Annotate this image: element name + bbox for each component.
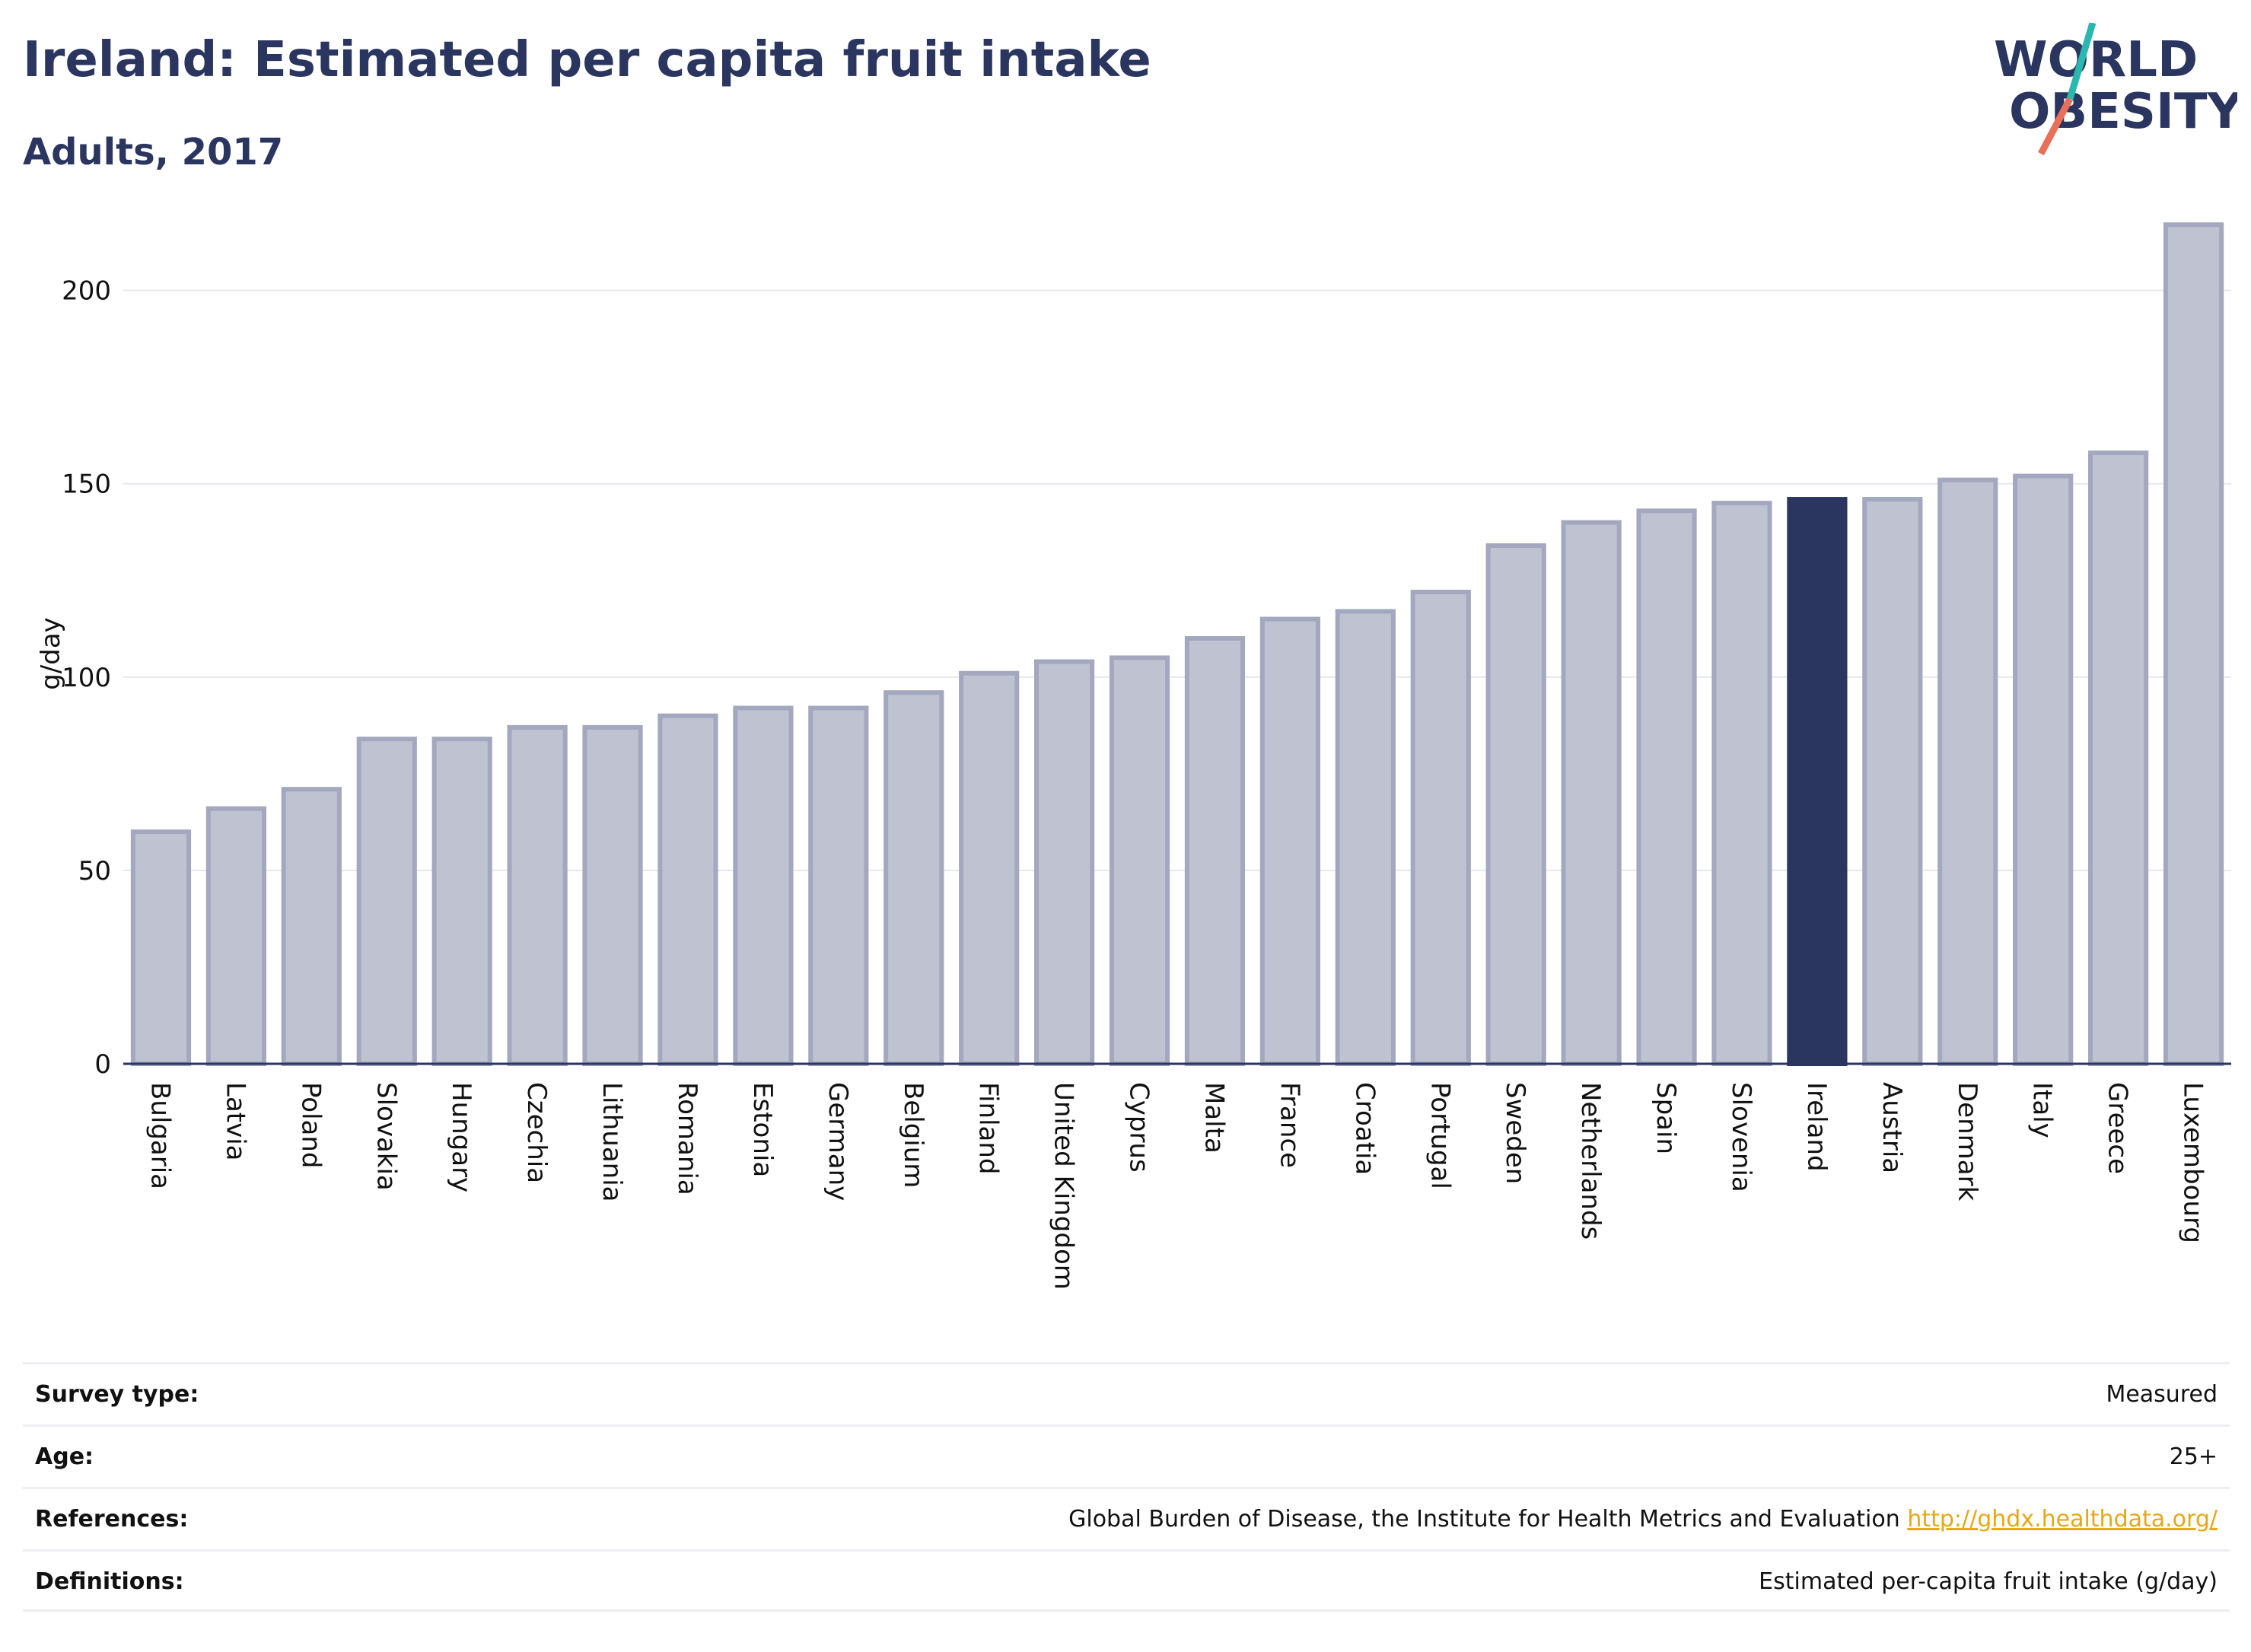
x-tick-label: Belgium [898,1082,928,1188]
chart-subtitle: Adults, 2017 [23,131,284,173]
x-tick-label: Estonia [747,1082,778,1177]
info-value-references: Global Burden of Disease, the Institute … [1068,1506,2218,1533]
x-tick-label: Netherlands [1575,1082,1606,1240]
x-tick-label: Austria [1877,1082,1907,1173]
x-tick-label: Bulgaria [145,1082,175,1189]
x-tick-label: Slovenia [1726,1082,1756,1192]
info-row-references: References: Global Burden of Disease, th… [23,1487,2230,1549]
y-axis-label: g/day [36,617,66,690]
bar-france [1259,616,1320,1066]
x-tick-label: Sweden [1500,1082,1530,1184]
x-tick-label: Croatia [1349,1082,1380,1175]
bar-bulgaria [130,829,192,1067]
bar-cyprus [1109,655,1170,1066]
x-tick-label: United Kingdom [1049,1082,1079,1290]
bar-estonia [733,705,794,1066]
info-table: Survey type: Measured Age: 25+ Reference… [23,1362,2230,1612]
info-row-definitions: Definitions: Estimated per-capita fruit … [23,1549,2230,1612]
bar-austria [1862,497,1923,1066]
bar-slovakia [356,737,417,1066]
info-label: Definitions: [35,1568,184,1595]
logo-line1: WORLD [1994,32,2198,88]
bar-italy [2013,473,2074,1066]
bar-hungary [431,737,492,1066]
references-link[interactable]: http://ghdx.healthdata.org/ [1907,1506,2218,1533]
info-value: Estimated per-capita fruit intake (g/day… [1759,1568,2218,1595]
chart-title: Ireland: Estimated per capita fruit inta… [23,32,1151,88]
info-value: 25+ [2169,1444,2218,1470]
bar-czechia [507,724,568,1067]
x-tick-label: Portugal [1425,1082,1455,1189]
x-tick-label: Latvia [220,1082,250,1161]
bar-croatia [1335,609,1396,1066]
x-tick-label: Malta [1199,1082,1229,1154]
bar-spain [1636,508,1697,1066]
y-tick-label: 50 [78,856,111,886]
x-tick-label: Poland [295,1082,326,1169]
bar-ireland [1787,497,1848,1066]
x-tick-label: France [1274,1082,1304,1168]
info-row-survey-type: Survey type: Measured [23,1362,2230,1424]
x-tick-label: Greece [2103,1082,2133,1174]
logo-slash-top [2066,23,2097,100]
bar-slovenia [1711,501,1772,1066]
world-obesity-logo: WORLD OBESITY [1994,23,2237,156]
bar-united-kingdom [1034,659,1095,1066]
bar-finland [959,670,1020,1066]
x-tick-label: Lithuania [597,1082,627,1202]
bar-belgium [884,690,944,1066]
logo-line2: OBESITY [2009,84,2237,140]
y-tick-label: 200 [62,276,111,307]
bar-luxembourg [2163,222,2224,1066]
bar-malta [1184,636,1246,1066]
y-tick-label: 0 [94,1049,111,1080]
x-tick-label: Ireland [1801,1082,1832,1172]
x-tick-label: Spain [1651,1082,1681,1154]
y-tick-label: 150 [62,469,111,500]
x-tick-label: Denmark [1952,1082,1982,1202]
bar-greece [2088,450,2149,1066]
x-tick-label: Cyprus [1124,1082,1154,1173]
bar-latvia [205,806,266,1066]
info-label: Age: [35,1444,94,1470]
bar-netherlands [1561,520,1622,1066]
info-label: Survey type: [35,1381,199,1408]
x-tick-label: Luxembourg [2178,1082,2208,1243]
bar-lithuania [582,724,643,1067]
bar-sweden [1485,543,1546,1066]
logo-slash-bottom [2038,97,2073,156]
x-tick-label: Italy [2027,1082,2058,1138]
bar-chart: 0 50 100 150 200 g/day Bulgaria Latvia Poland Slo… [36,222,2231,1290]
x-tick-label: Slovakia [371,1082,401,1191]
info-label: References: [35,1506,189,1533]
info-value: Measured [2106,1381,2218,1408]
x-tick-label: Romania [672,1082,702,1195]
bar-poland [281,787,342,1066]
bar-denmark [1937,477,1998,1066]
x-tick-label: Czechia [521,1082,552,1183]
bar-germany [808,705,869,1066]
y-tick-label: 100 [62,663,111,693]
x-tick-label: Hungary [446,1082,476,1192]
bar-portugal [1410,590,1471,1066]
x-tick-label: Germany [823,1082,853,1201]
bar-romania [657,713,718,1066]
info-row-age: Age: 25+ [23,1424,2230,1487]
x-tick-label: Finland [973,1082,1004,1175]
references-text: Global Burden of Disease, the Institute … [1068,1506,1900,1533]
